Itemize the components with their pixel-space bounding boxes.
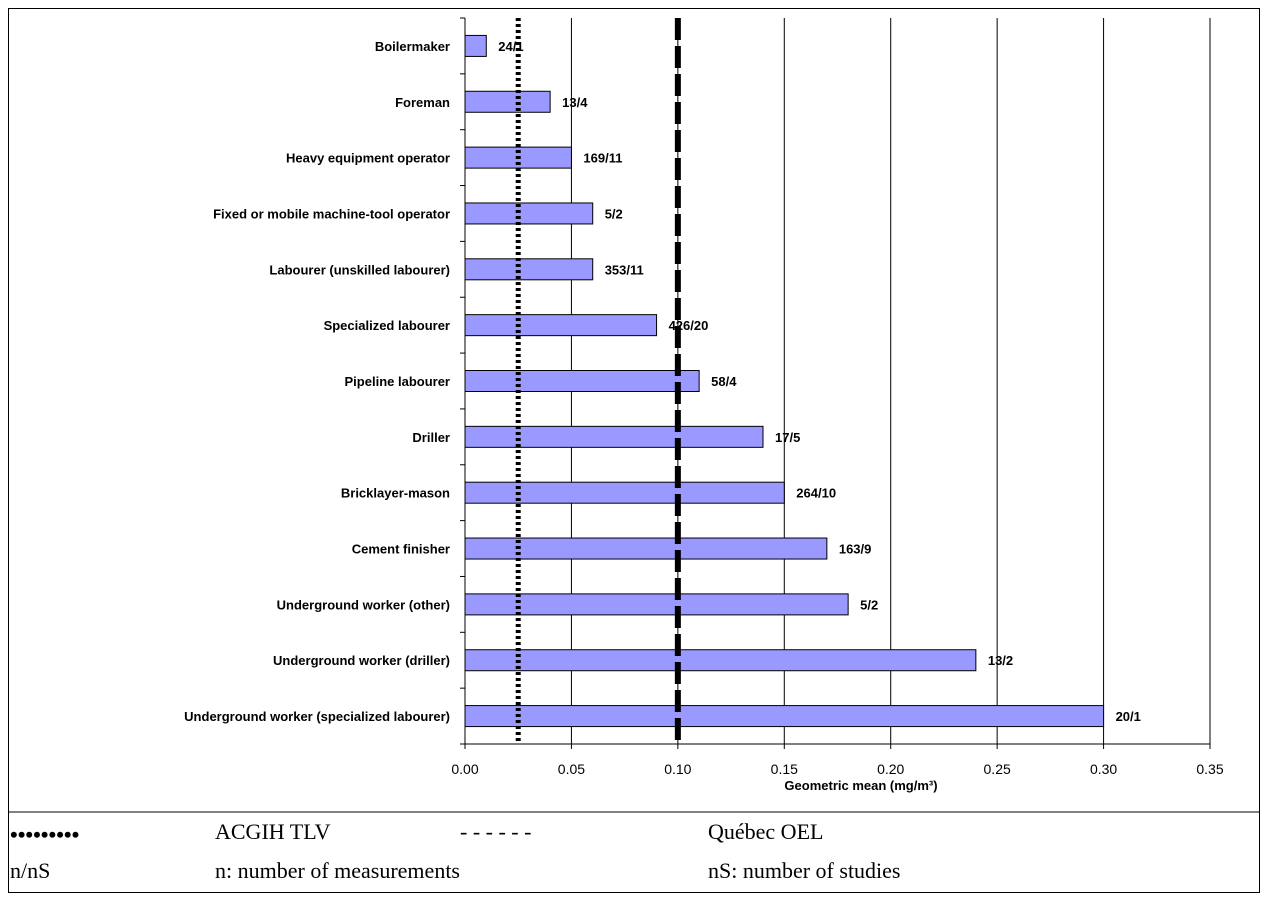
- x-tick-label: 0.20: [877, 761, 904, 777]
- legend-oel-symbol: - - - - - -: [460, 819, 532, 844]
- data-label: 20/1: [1116, 709, 1141, 724]
- data-label: 13/4: [562, 95, 588, 110]
- x-tick-label: 0.35: [1196, 761, 1223, 777]
- category-label: Heavy equipment operator: [286, 151, 450, 166]
- data-labels: 24/1 13/4 169/11 5/2 353/11 426/20 58/4 17/5 264…: [498, 39, 1141, 724]
- bar: [464, 34, 487, 57]
- axes: [460, 17, 1211, 749]
- x-tick-label: 0.30: [1090, 761, 1117, 777]
- bar: [464, 425, 764, 448]
- legend-tlv-symbol: •••••••••: [10, 822, 80, 847]
- x-tick-label: 0.10: [664, 761, 691, 777]
- category-label: Labourer (unskilled labourer): [269, 262, 450, 277]
- data-label: 17/5: [775, 430, 800, 445]
- bar: [464, 90, 551, 113]
- bar: [464, 314, 658, 337]
- bars: [464, 34, 1105, 728]
- category-label: Boilermaker: [375, 39, 450, 54]
- legend-ns-label: nS: number of studies: [708, 858, 901, 883]
- legend-n-label: n: number of measurements: [215, 858, 460, 883]
- x-tick-label: 0.25: [984, 761, 1011, 777]
- bar: [464, 202, 594, 225]
- x-tick-label: 0.00: [451, 761, 478, 777]
- data-label: 426/20: [669, 318, 709, 333]
- x-axis-title: Geometric mean (mg/m³): [784, 778, 937, 793]
- data-label: 353/11: [605, 262, 644, 277]
- outer-border: [8, 8, 1260, 893]
- category-label: Driller: [412, 430, 450, 445]
- legend-oel-label: Québec OEL: [708, 819, 824, 844]
- bar: [464, 705, 1105, 728]
- data-label: 169/11: [583, 151, 622, 166]
- data-label: 163/9: [839, 542, 872, 557]
- data-label: 13/2: [988, 653, 1013, 668]
- figure-frame: Boilermaker Foreman Heavy equipment operat…: [8, 8, 1260, 893]
- legend-tlv-label: ACGIH TLV: [215, 819, 331, 844]
- x-tick-labels: 0.00 0.05 0.10 0.15 0.20 0.25 0.30 0.35: [451, 761, 1223, 777]
- category-label: Underground worker (specialized labourer…: [184, 709, 450, 724]
- bar: [464, 481, 785, 504]
- data-label: 24/1: [498, 39, 523, 54]
- bar: [464, 649, 977, 672]
- category-label: Underground worker (other): [277, 597, 450, 612]
- category-label: Cement finisher: [352, 542, 450, 557]
- x-tick-label: 0.15: [771, 761, 798, 777]
- legend-nns-symbol: n/nS: [10, 858, 51, 883]
- x-tick-label: 0.05: [558, 761, 585, 777]
- bar: [464, 593, 849, 616]
- bar: [464, 370, 700, 392]
- category-label: Underground worker (driller): [273, 653, 450, 668]
- data-label: 5/2: [605, 206, 623, 221]
- category-label: Fixed or mobile machine-tool operator: [213, 206, 450, 221]
- reference-lines: [515, 18, 681, 744]
- bar-chart: Boilermaker Foreman Heavy equipment operat…: [8, 8, 1260, 893]
- category-label: Specialized labourer: [324, 318, 450, 333]
- category-labels: Boilermaker Foreman Heavy equipment operat…: [184, 39, 450, 724]
- category-label: Pipeline labourer: [345, 374, 450, 389]
- bar: [464, 258, 594, 281]
- data-label: 264/10: [796, 486, 836, 501]
- category-label: Foreman: [395, 95, 450, 110]
- data-label: 5/2: [860, 597, 878, 612]
- data-label: 58/4: [711, 374, 737, 389]
- category-label: Bricklayer-mason: [341, 486, 450, 501]
